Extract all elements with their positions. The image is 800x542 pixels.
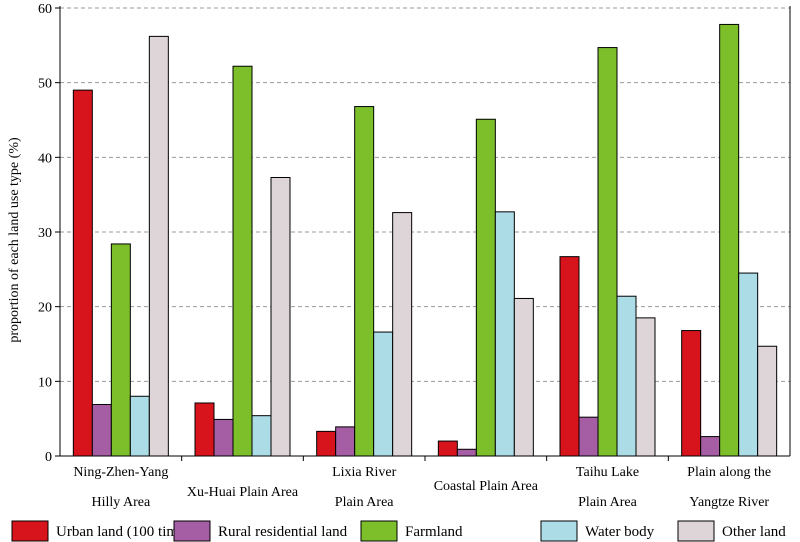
bar [72, 89, 93, 457]
bar [475, 118, 496, 457]
bar [635, 317, 656, 457]
y-tick-label: 0 [45, 450, 52, 465]
legend-swatch [677, 520, 715, 542]
axes [55, 6, 791, 461]
y-tick-labels: 0 10 20 30 40 50 60 [38, 2, 52, 465]
x-category-label: Yangtze River [689, 495, 769, 510]
bar [456, 448, 477, 457]
bar [616, 295, 637, 457]
legend-label: Farmland [405, 524, 463, 540]
y-tick-label: 20 [38, 301, 52, 316]
bar [335, 426, 356, 457]
x-category-label: Hilly Area [91, 495, 150, 510]
bar [251, 415, 272, 457]
legend-label: Urban land (100 times) [56, 524, 196, 540]
legend-swatch [360, 520, 398, 542]
bar [110, 243, 131, 457]
legend-label: Rural residential land [218, 524, 348, 540]
bar [232, 65, 253, 457]
bar [91, 403, 112, 457]
bars [72, 23, 778, 457]
bar [354, 106, 375, 457]
bar [437, 440, 458, 457]
bar [129, 395, 150, 457]
y-axis-label: proportion of each land use type (%) [7, 137, 22, 343]
x-category-label: Coastal Plain Area [434, 479, 539, 494]
legend-label: Water body [585, 524, 655, 540]
legend: Urban land (100 times) Rural residential … [11, 520, 786, 542]
bar [559, 256, 580, 457]
legend-label: Other land [722, 524, 786, 540]
bar [270, 176, 291, 457]
bar [513, 297, 534, 457]
bar [194, 402, 215, 457]
x-category-label: Plain Area [578, 495, 637, 510]
x-category-label: Xu-Huai Plain Area [187, 485, 299, 500]
bar [148, 35, 169, 457]
x-category-label: Lixia River [332, 465, 396, 480]
y-tick-label: 40 [38, 151, 52, 166]
legend-swatch [11, 520, 49, 542]
legend-swatch [540, 520, 578, 542]
y-tick-label: 30 [38, 226, 52, 241]
x-category-label: Taihu Lake [576, 465, 639, 480]
bar [681, 330, 702, 457]
bar [494, 211, 515, 457]
bar [213, 418, 234, 457]
y-tick-label: 10 [38, 375, 52, 390]
legend-swatch [173, 520, 211, 542]
bar [392, 212, 413, 457]
grid-lines [60, 7, 790, 382]
x-category-label: Plain Area [335, 495, 394, 510]
x-category-labels: Ning-Zhen-Yang Hilly Area Xu-Huai Plain Ar… [73, 465, 771, 510]
y-tick-label: 60 [38, 2, 52, 17]
bar [719, 23, 740, 457]
bar [578, 416, 599, 457]
bar [373, 331, 394, 457]
bar [700, 436, 721, 457]
bar [316, 430, 337, 457]
y-tick-label: 50 [38, 77, 52, 92]
x-category-label: Ning-Zhen-Yang [73, 465, 168, 480]
bar [597, 47, 618, 457]
bar [738, 272, 759, 457]
bar [757, 345, 778, 457]
x-category-label: Plain along the [687, 465, 771, 480]
